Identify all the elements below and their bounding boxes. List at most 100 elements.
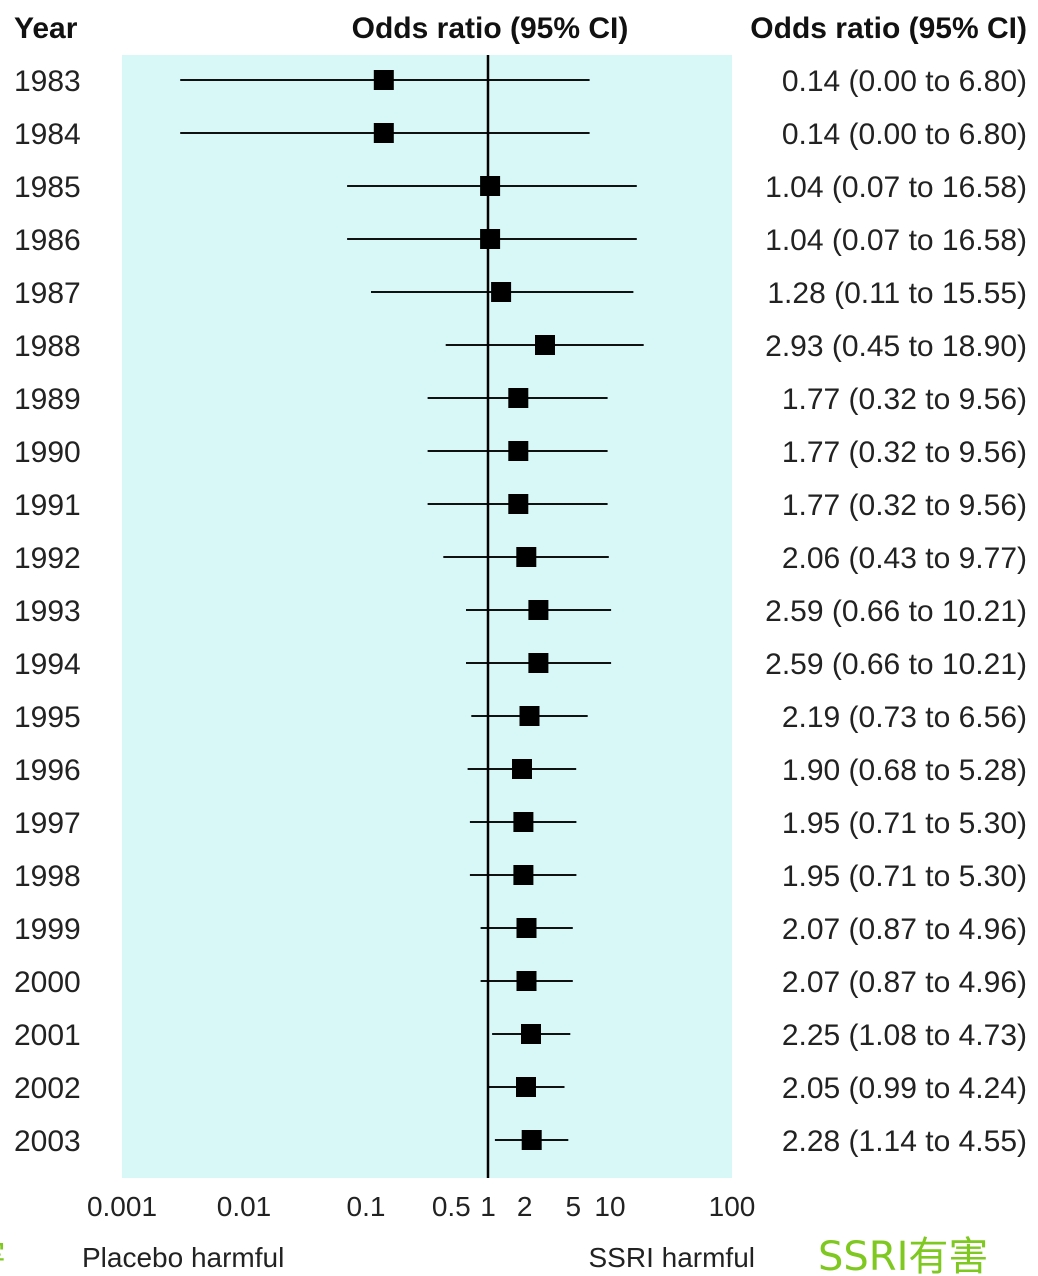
ci-value-label: 0.14 (0.00 to 6.80): [782, 65, 1027, 98]
year-label: 1998: [14, 860, 81, 893]
forest-row: 1986 1.04 (0.07 to 16.58): [14, 224, 1027, 257]
odds-ratio-marker: [528, 600, 549, 620]
ci-value-label: 1.28 (0.11 to 15.55): [767, 277, 1027, 310]
values-column-header: Odds ratio (95% CI): [750, 12, 1027, 45]
odds-ratio-marker: [516, 1077, 536, 1097]
odds-ratio-marker: [480, 176, 501, 196]
forest-row: 1995 2.19 (0.73 to 6.56): [14, 701, 1027, 734]
ci-value-label: 1.04 (0.07 to 16.58): [765, 171, 1027, 204]
forest-row: 1996 1.90 (0.68 to 5.28): [14, 754, 1027, 787]
x-tick-label: 10: [594, 1191, 625, 1222]
forest-row: 1993 2.59 (0.66 to 10.21): [14, 595, 1027, 628]
forest-row: 1998 1.95 (0.71 to 5.30): [14, 860, 1027, 893]
plot-column-header: Odds ratio (95% CI): [352, 12, 629, 45]
year-label: 1997: [14, 807, 81, 840]
ci-value-label: 2.19 (0.73 to 6.56): [782, 701, 1027, 734]
forest-row: 1991 1.77 (0.32 to 9.56): [14, 489, 1027, 522]
ci-value-label: 2.59 (0.66 to 10.21): [765, 595, 1027, 628]
ci-value-label: 2.25 (1.08 to 4.73): [782, 1019, 1027, 1052]
ci-value-label: 2.07 (0.87 to 4.96): [782, 966, 1027, 999]
ci-value-label: 0.14 (0.00 to 6.80): [782, 118, 1027, 151]
forest-row: 1983 0.14 (0.00 to 6.80): [14, 65, 1027, 98]
year-column-header: Year: [14, 12, 78, 45]
year-label: 1994: [14, 648, 81, 681]
year-label: 1995: [14, 701, 81, 734]
year-label: 2000: [14, 966, 81, 999]
forest-row: 1989 1.77 (0.32 to 9.56): [14, 383, 1027, 416]
odds-ratio-marker: [508, 441, 529, 461]
placebo-harmful-label: Placebo harmful: [82, 1242, 284, 1273]
forest-row: 1985 1.04 (0.07 to 16.58): [14, 171, 1027, 204]
forest-row: 1990 1.77 (0.32 to 9.56): [14, 436, 1027, 469]
odds-ratio-marker: [513, 812, 534, 832]
odds-ratio-marker: [521, 1024, 541, 1044]
x-axis-ticks: 0.001 0.01 0.1 0.5 1 2 5 10 100: [87, 1191, 755, 1222]
year-label: 1984: [14, 118, 81, 151]
ssri-harmful-label: SSRI harmful: [589, 1242, 756, 1273]
forest-row: 1987 1.28 (0.11 to 15.55): [14, 277, 1027, 310]
odds-ratio-marker: [535, 335, 555, 355]
ci-value-label: 1.04 (0.07 to 16.58): [765, 224, 1027, 257]
year-label: 1985: [14, 171, 81, 204]
x-tick-label: 0.001: [87, 1191, 157, 1222]
ci-value-label: 2.93 (0.45 to 18.90): [765, 330, 1027, 363]
year-label: 1983: [14, 65, 81, 98]
odds-ratio-marker: [491, 282, 512, 302]
odds-ratio-marker: [519, 706, 540, 726]
year-label: 1992: [14, 542, 81, 575]
year-label: 1987: [14, 277, 81, 310]
ci-value-label: 1.95 (0.71 to 5.30): [782, 860, 1027, 893]
ci-value-label: 1.77 (0.32 to 9.56): [782, 489, 1027, 522]
forest-row: 2000 2.07 (0.87 to 4.96): [14, 966, 1027, 999]
x-tick-label: 1: [480, 1191, 496, 1222]
odds-ratio-marker: [373, 70, 394, 90]
x-tick-label: 5: [566, 1191, 582, 1222]
year-label: 1988: [14, 330, 81, 363]
x-tick-label: 2: [517, 1191, 533, 1222]
odds-ratio-marker: [508, 494, 529, 514]
forest-row: 2001 2.25 (1.08 to 4.73): [14, 1019, 1027, 1052]
ci-value-label: 2.28 (1.14 to 4.55): [782, 1125, 1027, 1158]
year-label: 1986: [14, 224, 81, 257]
forest-row: 1988 2.93 (0.45 to 18.90): [14, 330, 1027, 363]
ci-value-label: 1.95 (0.71 to 5.30): [782, 807, 1027, 840]
x-tick-label: 0.5: [432, 1191, 471, 1222]
x-tick-label: 0.01: [217, 1191, 272, 1222]
ci-value-label: 1.77 (0.32 to 9.56): [782, 383, 1027, 416]
odds-ratio-marker: [516, 547, 537, 567]
odds-ratio-marker: [480, 229, 501, 249]
forest-row: 2002 2.05 (0.99 to 4.24): [14, 1072, 1027, 1105]
forest-row: 1994 2.59 (0.66 to 10.21): [14, 648, 1027, 681]
ci-value-label: 1.77 (0.32 to 9.56): [782, 436, 1027, 469]
forest-row: 1992 2.06 (0.43 to 9.77): [14, 542, 1027, 575]
left-cjk-label: 有害: [0, 1238, 6, 1276]
odds-ratio-marker: [512, 759, 532, 779]
year-label: 2003: [14, 1125, 81, 1158]
odds-ratio-marker: [528, 653, 549, 673]
odds-ratio-marker: [516, 918, 537, 938]
odds-ratio-marker: [373, 123, 394, 143]
odds-ratio-marker: [513, 865, 534, 885]
year-label: 1996: [14, 754, 81, 787]
odds-ratio-marker: [508, 388, 529, 408]
ci-value-label: 2.59 (0.66 to 10.21): [765, 648, 1027, 681]
odds-ratio-marker: [516, 971, 537, 991]
forest-row: 1997 1.95 (0.71 to 5.30): [14, 807, 1027, 840]
year-label: 2002: [14, 1072, 81, 1105]
right-cjk-label: SSRI有害: [818, 1234, 988, 1276]
ci-value-label: 2.05 (0.99 to 4.24): [782, 1072, 1027, 1105]
odds-ratio-marker: [521, 1130, 542, 1150]
rows-layer: 1983 0.14 (0.00 to 6.80) 1984 0.14 (0.00 to…: [14, 65, 1027, 1158]
x-tick-label: 0.1: [347, 1191, 386, 1222]
ci-value-label: 2.06 (0.43 to 9.77): [782, 542, 1027, 575]
year-label: 1991: [14, 489, 81, 522]
year-label: 1990: [14, 436, 81, 469]
forest-row: 1984 0.14 (0.00 to 6.80): [14, 118, 1027, 151]
ci-value-label: 2.07 (0.87 to 4.96): [782, 913, 1027, 946]
forest-row: 2003 2.28 (1.14 to 4.55): [14, 1125, 1027, 1158]
forest-row: 1999 2.07 (0.87 to 4.96): [14, 913, 1027, 946]
year-label: 1989: [14, 383, 81, 416]
plot-background-panel: [122, 55, 732, 1178]
year-label: 1993: [14, 595, 81, 628]
